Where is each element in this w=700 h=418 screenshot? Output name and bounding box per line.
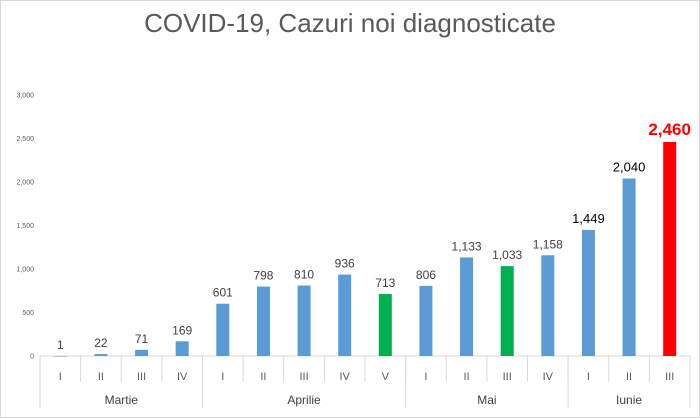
category-label: I	[587, 371, 590, 383]
bar	[297, 285, 311, 356]
y-tick-label: 2,500	[16, 136, 34, 143]
data-label: 1,449	[572, 211, 605, 226]
group-label: Aprilie	[287, 393, 321, 407]
category-label: II	[626, 371, 632, 383]
bar	[500, 266, 514, 356]
bar	[460, 257, 474, 356]
category-label: II	[464, 371, 470, 383]
data-label: 169	[172, 323, 192, 337]
data-label: 71	[135, 332, 149, 346]
category-label: IV	[177, 371, 188, 383]
bar	[663, 141, 677, 356]
category-label: I	[59, 371, 62, 383]
y-tick-label: 500	[22, 310, 34, 317]
bar	[256, 286, 270, 356]
bar	[216, 303, 230, 356]
data-label: 810	[294, 268, 314, 282]
y-tick-label: 1,000	[16, 267, 34, 274]
category-label: III	[299, 371, 308, 383]
bar	[94, 354, 108, 356]
category-label: III	[137, 371, 146, 383]
category-label: III	[503, 371, 512, 383]
bar	[378, 293, 392, 356]
data-label: 713	[375, 276, 395, 290]
group-label: Iunie	[616, 393, 642, 407]
category-label: V	[382, 371, 390, 383]
category-label: I	[424, 371, 427, 383]
chart-title: COVID-19, Cazuri noi diagnosticate	[144, 8, 556, 38]
bar	[581, 229, 595, 356]
data-label: 22	[94, 336, 108, 350]
group-label: Mai	[477, 393, 496, 407]
y-tick-label: 3,000	[16, 93, 34, 100]
data-label: 936	[335, 257, 355, 271]
data-label: 1	[57, 338, 64, 352]
bar	[135, 349, 149, 356]
data-label: 2,040	[613, 160, 646, 175]
bar	[338, 274, 352, 356]
bar	[622, 178, 636, 356]
y-tick-label: 0	[30, 354, 34, 361]
data-label: 798	[253, 269, 273, 283]
category-label: II	[260, 371, 266, 383]
bar	[541, 255, 555, 356]
category-label: III	[665, 371, 674, 383]
y-tick-label: 1,500	[16, 223, 34, 230]
data-label: 1,133	[452, 239, 482, 253]
category-label: IV	[543, 371, 554, 383]
category-label: IV	[339, 371, 350, 383]
bar	[419, 285, 433, 356]
y-tick-label: 2,000	[16, 180, 34, 187]
category-label: II	[98, 371, 104, 383]
data-label: 806	[416, 268, 436, 282]
bar	[53, 355, 67, 357]
data-label: 1,033	[492, 248, 522, 262]
data-label: 1,158	[533, 237, 563, 251]
group-label: Martie	[105, 393, 139, 407]
data-label: 601	[213, 286, 233, 300]
data-label: 2,460	[648, 120, 691, 139]
category-label: I	[221, 371, 224, 383]
bar	[175, 341, 189, 356]
